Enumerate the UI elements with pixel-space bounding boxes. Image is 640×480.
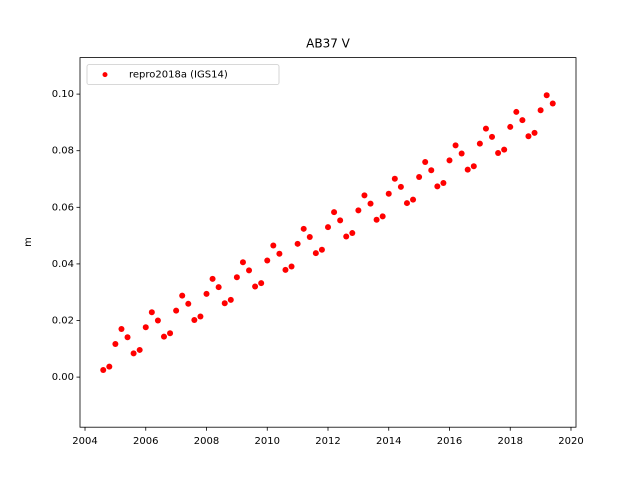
- data-point: [106, 363, 113, 370]
- data-point: [361, 192, 368, 199]
- data-point: [513, 108, 520, 115]
- data-point: [385, 190, 392, 197]
- data-point: [507, 123, 514, 130]
- data-point: [331, 209, 338, 216]
- data-point: [312, 250, 319, 257]
- data-point: [233, 274, 240, 281]
- data-point: [112, 340, 119, 347]
- data-point: [495, 149, 502, 156]
- data-point: [434, 183, 441, 190]
- data-point: [501, 146, 508, 153]
- data-point: [148, 309, 155, 316]
- data-point: [531, 129, 538, 136]
- data-point: [142, 324, 149, 331]
- data-point: [379, 213, 386, 220]
- x-tick-label: 2018: [498, 436, 523, 447]
- data-point: [215, 284, 222, 291]
- data-point: [349, 230, 356, 237]
- legend-box: [86, 64, 280, 85]
- y-tick-label: 0.08: [52, 146, 74, 157]
- data-point: [300, 225, 307, 232]
- data-point: [282, 266, 289, 273]
- y-tick-label: 0.06: [52, 202, 74, 213]
- data-point: [446, 157, 453, 164]
- data-point: [549, 100, 556, 107]
- data-point: [100, 367, 107, 374]
- data-point: [325, 224, 331, 231]
- x-tick-label: 2014: [376, 436, 401, 447]
- data-point: [191, 316, 198, 323]
- data-point: [239, 259, 246, 266]
- legend-label: repro2018a (IGS14): [129, 70, 228, 81]
- data-point: [306, 234, 313, 241]
- data-point: [221, 300, 228, 307]
- data-point: [519, 117, 526, 124]
- x-tick-label: 2020: [558, 436, 583, 447]
- data-point: [130, 350, 137, 357]
- x-tick-label: 2006: [133, 436, 158, 447]
- data-point: [203, 290, 210, 297]
- data-point: [337, 217, 344, 224]
- data-point: [209, 275, 216, 282]
- data-point: [489, 133, 496, 140]
- data-point: [355, 207, 362, 214]
- data-point: [185, 300, 192, 307]
- data-point: [118, 325, 125, 332]
- x-tick-label: 2010: [255, 436, 280, 447]
- data-point: [543, 92, 550, 99]
- data-point: [403, 200, 410, 207]
- data-point: [458, 150, 465, 157]
- data-point: [264, 257, 271, 264]
- data-point: [179, 292, 186, 299]
- data-point: [343, 233, 350, 240]
- data-point: [440, 179, 447, 186]
- data-point: [136, 346, 143, 353]
- y-axis-label: m: [23, 237, 34, 247]
- data-point: [373, 216, 380, 223]
- data-point: [397, 183, 404, 190]
- data-point: [410, 196, 417, 203]
- data-point: [367, 200, 374, 207]
- data-point: [252, 283, 259, 290]
- data-point: [270, 242, 277, 249]
- data-point: [276, 250, 283, 257]
- data-point: [428, 167, 435, 174]
- data-point: [173, 307, 180, 314]
- data-point: [470, 163, 477, 170]
- data-point: [160, 333, 167, 340]
- data-point: [537, 107, 544, 114]
- data-point: [258, 280, 265, 287]
- data-point: [288, 263, 295, 270]
- y-tick-label: 0.02: [52, 316, 74, 327]
- y-tick-label: 0.04: [52, 259, 74, 270]
- data-point: [124, 334, 131, 341]
- x-tick-label: 2012: [315, 436, 340, 447]
- chart-title: AB37 V: [306, 37, 351, 51]
- data-point: [525, 133, 532, 140]
- data-point: [391, 175, 398, 182]
- y-tick-label: 0.00: [52, 372, 74, 383]
- x-tick-label: 2008: [194, 436, 219, 447]
- axes-frame: [79, 57, 577, 428]
- data-point: [422, 159, 429, 166]
- data-point: [154, 317, 161, 324]
- data-point: [167, 330, 174, 337]
- data-point: [452, 142, 459, 149]
- data-point: [482, 125, 489, 132]
- x-tick-label: 2016: [437, 436, 462, 447]
- data-point: [476, 140, 483, 147]
- data-point: [416, 174, 423, 181]
- data-point: [464, 166, 471, 173]
- data-point: [294, 240, 301, 247]
- data-point: [318, 246, 325, 253]
- data-point: [197, 313, 204, 320]
- data-point: [246, 267, 253, 274]
- data-point: [227, 296, 234, 303]
- y-tick-label: 0.10: [52, 89, 74, 100]
- legend-marker: [102, 72, 108, 78]
- x-tick-label: 2004: [72, 436, 97, 447]
